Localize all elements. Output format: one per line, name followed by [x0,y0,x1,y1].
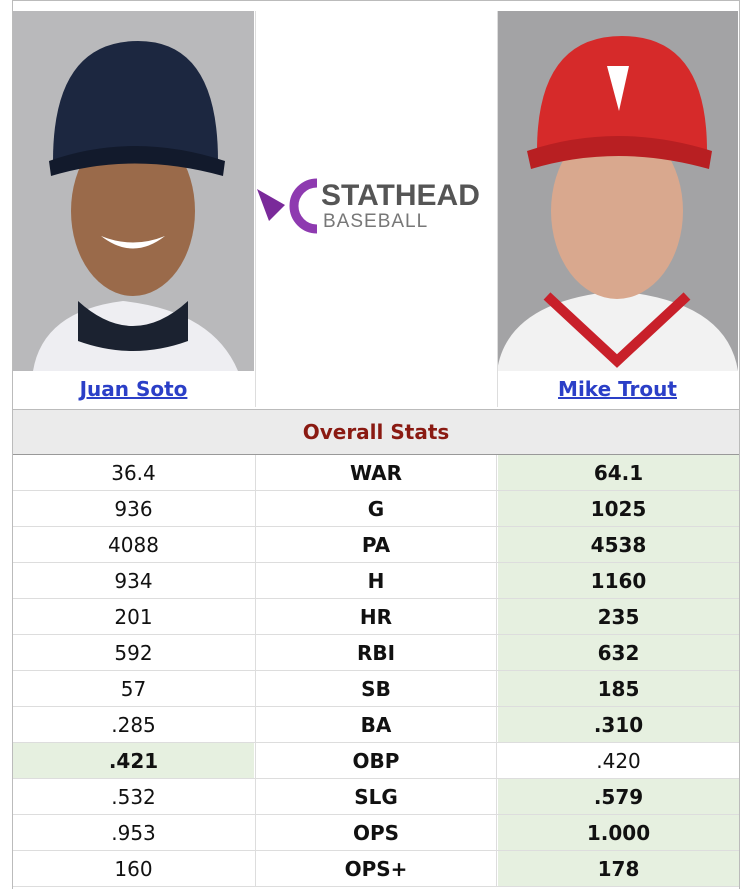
right-value: .579 [498,779,739,814]
stat-label: SB [255,671,497,706]
right-value: 4538 [498,527,739,562]
comparison-table: STATHEAD BASEBALL Juan Soto Mike Trout O… [12,0,740,889]
right-value: 1.000 [498,815,739,850]
right-value: 185 [498,671,739,706]
left-value: 36.4 [111,461,156,485]
stat-row: 592 RBI 632 [13,635,739,671]
right-value: .420 [596,749,641,773]
stat-row: 36.4 WAR 64.1 [13,455,739,491]
stat-row: .532 SLG .579 [13,779,739,815]
stat-label: WAR [255,455,497,490]
player-link[interactable]: Mike Trout [558,377,677,401]
stat-label: SLG [255,779,497,814]
left-value: .421 [13,743,254,778]
stat-row: .953 OPS 1.000 [13,815,739,851]
right-value: 1160 [498,563,739,598]
logo-brand: STATHEAD [321,179,480,212]
stat-label: OBP [255,743,497,778]
stat-row: 160 OPS+ 178 [13,851,739,887]
stat-row: 201 HR 235 [13,599,739,635]
left-value: 160 [114,857,153,881]
left-value: .953 [111,821,156,845]
left-value: 592 [114,641,153,665]
right-value: 64.1 [498,455,739,490]
player-photo [13,11,254,371]
left-value: 4088 [108,533,159,557]
left-value: 57 [120,677,147,701]
left-value: 936 [114,497,153,521]
stat-row: 4088 PA 4538 [13,527,739,563]
player-photo [497,11,738,371]
stat-row: 57 SB 185 [13,671,739,707]
stat-label: RBI [255,635,497,670]
stat-label: OPS+ [255,851,497,886]
stat-label: H [255,563,497,598]
left-value: 934 [114,569,153,593]
stat-label: G [255,491,497,526]
stat-label: BA [255,707,497,742]
left-value: .532 [111,785,156,809]
right-value: .310 [498,707,739,742]
logo-sport: BASEBALL [323,211,428,232]
right-value: 1025 [498,491,739,526]
logo-graphic: STATHEAD BASEBALL [257,178,480,234]
left-value: 201 [114,605,153,629]
stat-label: PA [255,527,497,562]
divider [497,11,498,407]
stat-row: 936 G 1025 [13,491,739,527]
right-value: 178 [498,851,739,886]
right-value: 235 [498,599,739,634]
stat-row: .421 OBP .420 [13,743,739,779]
stat-rows: 36.4 WAR 64.1 936 G 1025 4088 PA 4538 934 H 1160 201… [13,455,739,887]
stat-row: .285 BA .310 [13,707,739,743]
stat-label: OPS [255,815,497,850]
section-header: Overall Stats [13,409,739,455]
left-value: .285 [111,713,156,737]
right-value: 632 [498,635,739,670]
divider [255,11,256,407]
stathead-logo: STATHEAD BASEBALL [255,171,497,241]
player-link[interactable]: Juan Soto [79,377,188,401]
stat-row: 934 H 1160 [13,563,739,599]
stat-label: HR [255,599,497,634]
